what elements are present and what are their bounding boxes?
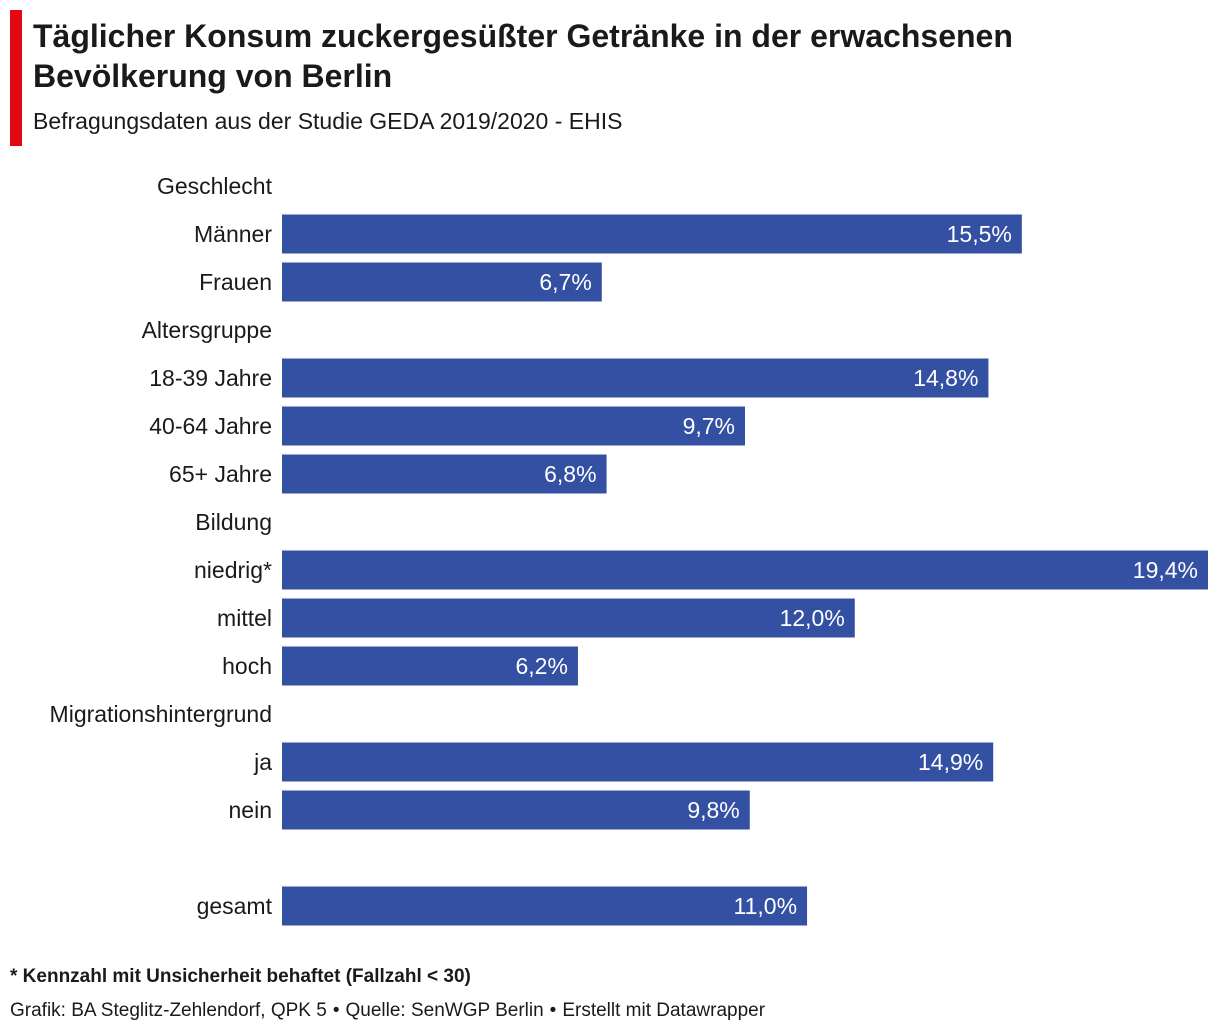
bar-männer <box>282 214 1022 254</box>
category-label-niedrig: niedrig* <box>194 557 272 583</box>
bar-ja <box>282 742 994 782</box>
group-label-altersgruppe: Altersgruppe <box>142 317 272 343</box>
value-label-hoch: 6,2% <box>516 653 568 679</box>
group-label-migrationshintergrund: Migrationshintergrund <box>50 701 272 727</box>
category-label-ja: ja <box>253 749 272 775</box>
chart-subtitle: Befragungsdaten aus der Studie GEDA 2019… <box>33 108 623 134</box>
value-label-mittel: 12,0% <box>780 605 845 631</box>
category-label-18-39-jahre: 18-39 Jahre <box>149 365 272 391</box>
category-label-nein: nein <box>229 797 272 823</box>
bar-hoch <box>282 646 578 686</box>
value-label-nein: 9,8% <box>687 797 739 823</box>
category-label-gesamt: gesamt <box>197 893 273 919</box>
bar-mittel <box>282 598 855 638</box>
bar-nein <box>282 790 750 830</box>
credit-separator: • <box>549 1000 557 1021</box>
group-label-geschlecht: Geschlecht <box>157 173 273 199</box>
category-label-40-64-jahre: 40-64 Jahre <box>149 413 272 439</box>
footnote: * Kennzahl mit Unsicherheit behaftet (Fa… <box>10 966 471 987</box>
bar-40-64-jahre <box>282 406 745 446</box>
bar-gesamt <box>282 886 808 926</box>
credit-graphic: Grafik: BA Steglitz-Zehlendorf, QPK 5 <box>10 1000 327 1021</box>
value-label-ja: 14,9% <box>918 749 983 775</box>
category-label-mittel: mittel <box>217 605 272 631</box>
value-label-männer: 15,5% <box>947 221 1012 247</box>
title-accent-bar <box>10 10 22 146</box>
bar-18-39-jahre <box>282 358 989 398</box>
bar-niedrig <box>282 550 1208 590</box>
credit-separator: • <box>332 1000 340 1021</box>
category-label-hoch: hoch <box>222 653 272 679</box>
bar-frauen <box>282 262 602 302</box>
credit-source: Quelle: SenWGP Berlin <box>345 1000 544 1021</box>
category-label-65-jahre: 65+ Jahre <box>169 461 272 487</box>
category-label-frauen: Frauen <box>199 269 272 295</box>
value-label-gesamt: 11,0% <box>734 893 798 919</box>
value-label-niedrig: 19,4% <box>1133 557 1198 583</box>
category-label-männer: Männer <box>194 221 272 247</box>
bar-65-jahre <box>282 454 607 494</box>
chart-title: Täglicher Konsum zuckergesüßter Getränke… <box>33 18 1013 94</box>
value-label-40-64-jahre: 9,7% <box>683 413 735 439</box>
credit-tool: Erstellt mit Datawrapper <box>562 1000 766 1021</box>
value-label-65-jahre: 6,8% <box>544 461 596 487</box>
group-label-bildung: Bildung <box>195 509 272 535</box>
bar-chart: Geschlecht Männer 15,5% Frauen 6,7% Altersgru… <box>50 173 1208 926</box>
credits-line: Grafik: BA Steglitz-Zehlendorf, QPK 5 • Qu… <box>10 998 765 1024</box>
value-label-18-39-jahre: 14,8% <box>913 365 978 391</box>
value-label-frauen: 6,7% <box>539 269 591 295</box>
